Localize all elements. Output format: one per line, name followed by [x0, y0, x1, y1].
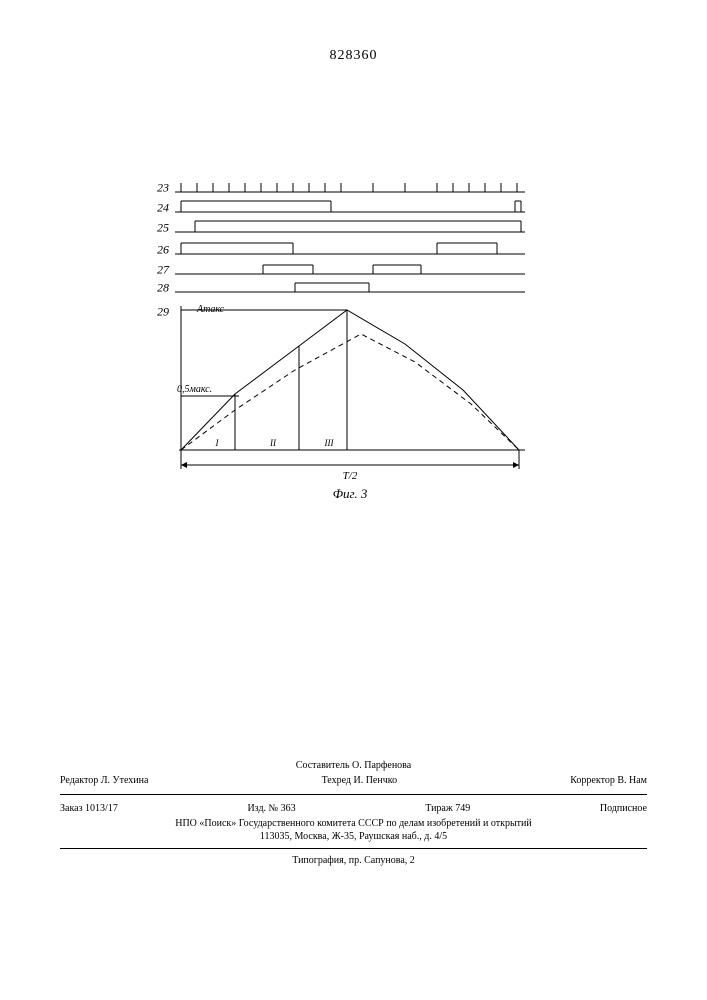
pubinfo-row: Заказ 1013/17 Изд. № 363 Тираж 749 Подпи…	[60, 801, 647, 816]
org: НПО «Поиск» Государственного комитета СС…	[60, 818, 647, 829]
order-no: Заказ 1013/17	[60, 803, 118, 814]
podpisnoe: Подписное	[600, 803, 647, 814]
amax-label: Аmакс	[197, 304, 224, 315]
svg-text:T/2: T/2	[343, 470, 358, 480]
row-label: 27	[141, 263, 169, 278]
izd-no: Изд. № 363	[247, 803, 295, 814]
row-label: 23	[141, 181, 169, 196]
row-label: 26	[141, 243, 169, 258]
figure-caption: Фиг. 3	[175, 486, 525, 502]
svg-text:I: I	[215, 438, 220, 448]
svg-text:III: III	[324, 438, 335, 448]
printer: Типография, пр. Сапунова, 2	[60, 855, 647, 866]
divider	[60, 848, 647, 849]
figure-3: IIIIIIT/2 23242526272829 Аmакс 0,5макс. …	[175, 180, 525, 502]
editor: Редактор Л. Утехина	[60, 775, 148, 786]
row-label: 25	[141, 221, 169, 236]
credits-row: Редактор Л. Утехина Техред И. Пенчко Кор…	[60, 773, 647, 788]
tirazh: Тираж 749	[425, 803, 470, 814]
techred: Техред И. Пенчко	[322, 775, 398, 786]
svg-text:II: II	[269, 438, 277, 448]
corrector: Корректор В. Нам	[570, 775, 647, 786]
row-label: 28	[141, 281, 169, 296]
half-amp-label: 0,5макс.	[177, 384, 212, 395]
colophon: Составитель О. Парфенова Редактор Л. Уте…	[60, 758, 647, 868]
divider	[60, 794, 647, 795]
compiler: Составитель О. Парфенова	[60, 760, 647, 771]
page-number: 828360	[0, 48, 707, 64]
address: 113035, Москва, Ж-35, Раушская наб., д. …	[60, 831, 647, 842]
row-label: 24	[141, 201, 169, 216]
row-label: 29	[141, 305, 169, 320]
figure-svg: IIIIIIT/2	[175, 180, 525, 480]
